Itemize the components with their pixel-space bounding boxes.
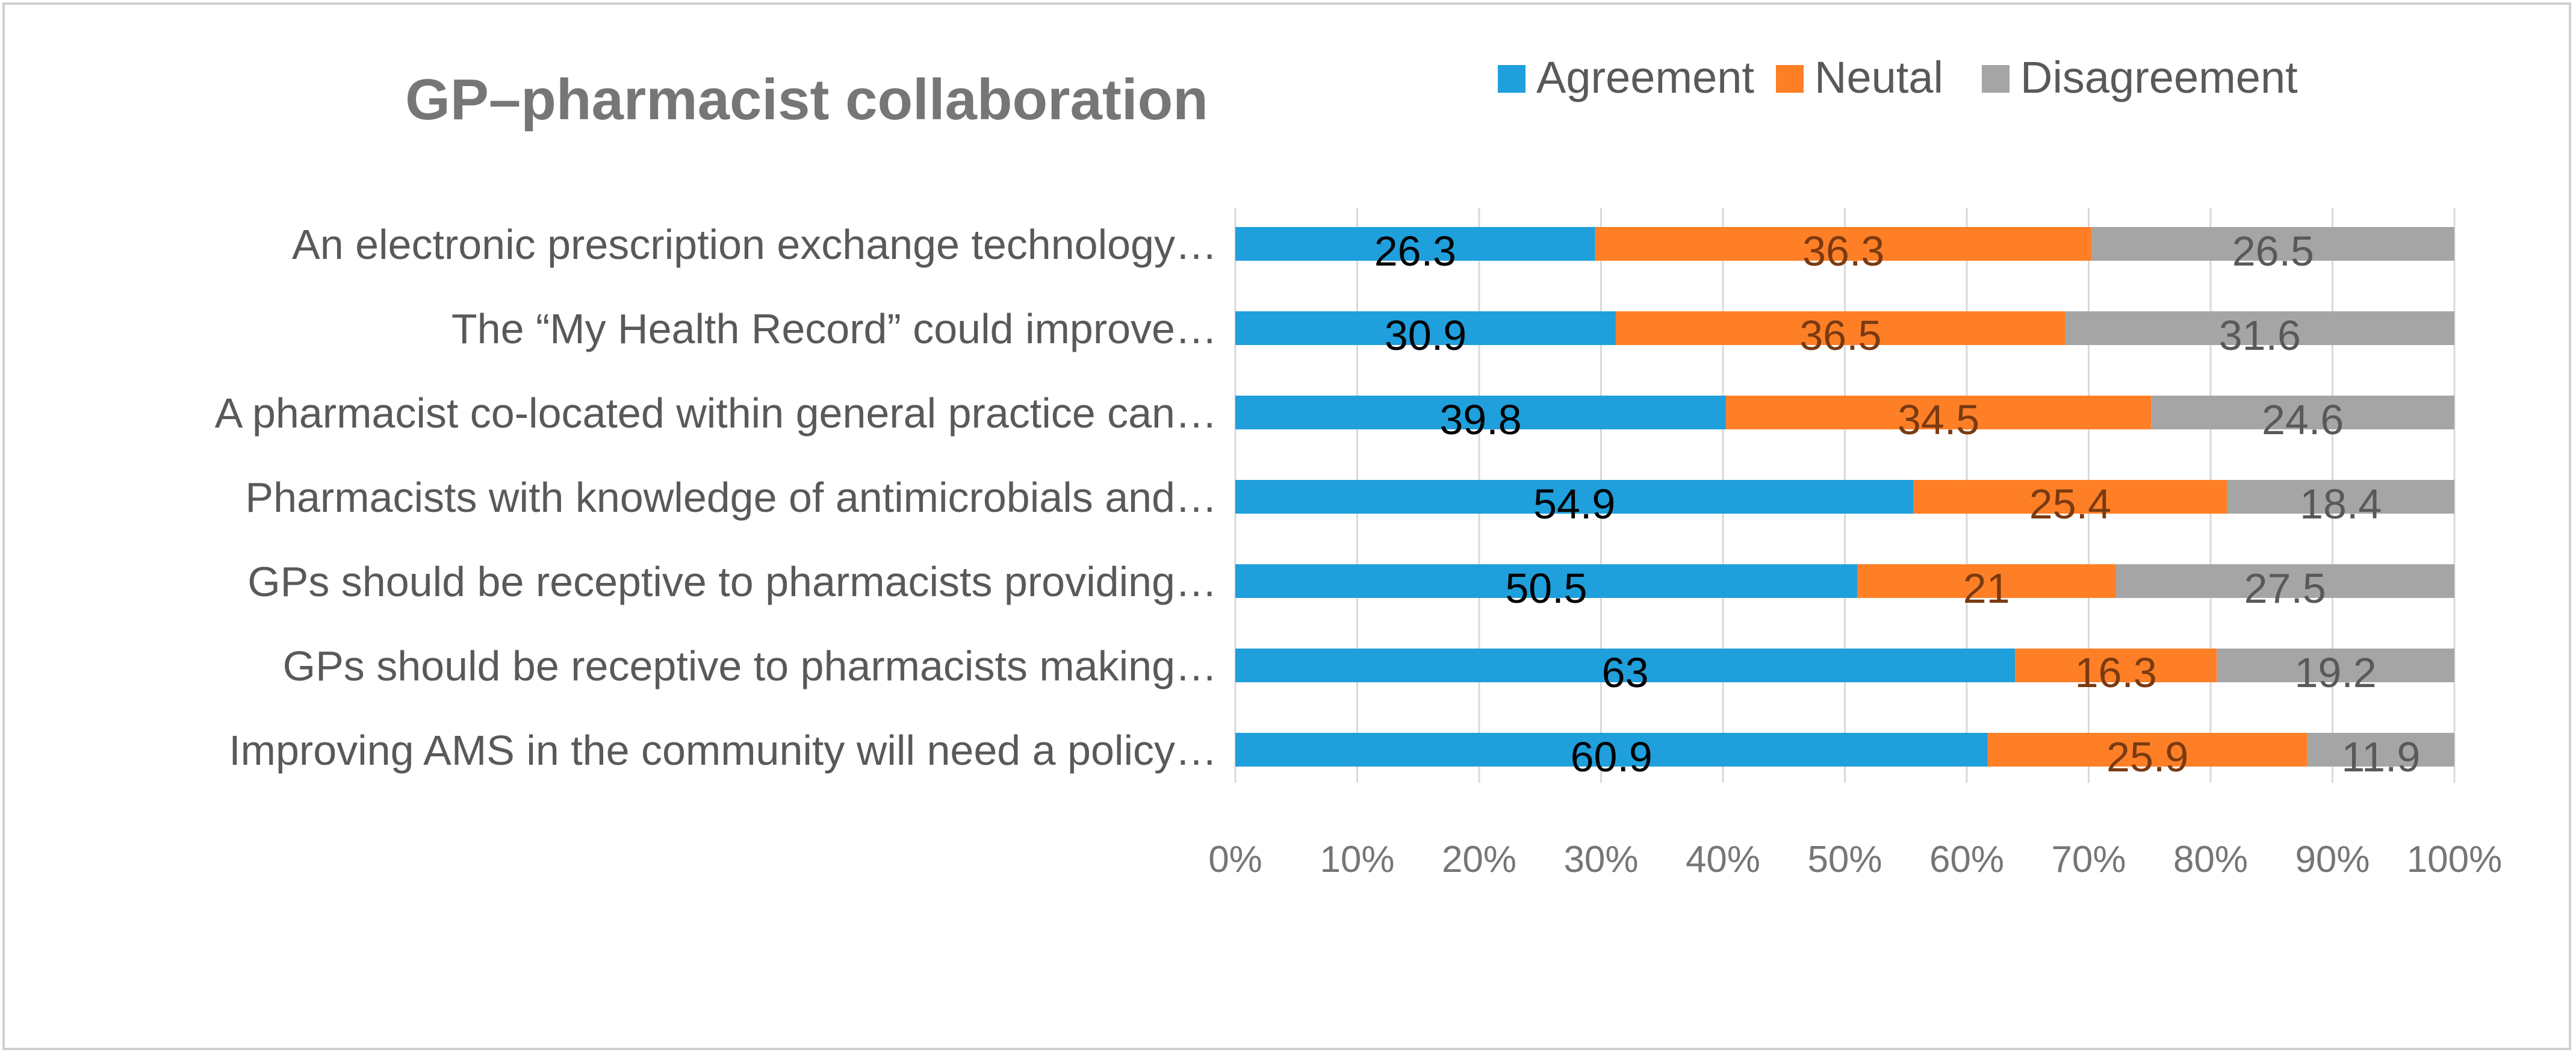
data-label-disagreement: 11.9 (2341, 733, 2420, 780)
bar-disagreement (2227, 480, 2454, 514)
x-tick-label: 60% (1929, 839, 2004, 880)
x-tick-label: 50% (1807, 839, 1882, 880)
bar-neutal (1595, 227, 2092, 261)
x-tick-label: 100% (2407, 839, 2503, 880)
data-labels: 26.3 36.3 26.5 30.9 36.5 31.6 39.8 34.5 24.6 54.9… (1374, 228, 2421, 780)
category-label: GPs should be receptive to pharmacists p… (247, 558, 1217, 605)
category-label: An electronic prescription exchange tech… (292, 221, 1217, 268)
data-label-neutal: 16.3 (2075, 649, 2157, 696)
bar-agreement (1235, 649, 2016, 682)
x-tick-label: 20% (1442, 839, 1516, 880)
x-tick-label: 10% (1320, 839, 1394, 880)
legend-swatch-neutal (1776, 65, 1804, 93)
bar-disagreement (2115, 564, 2454, 598)
bars (1235, 227, 2454, 767)
data-label-disagreement: 31.6 (2219, 312, 2301, 359)
bar-agreement (1235, 564, 1857, 598)
bar-disagreement (2091, 227, 2454, 261)
bar-disagreement (2065, 311, 2454, 345)
x-tick-label: 80% (2173, 839, 2248, 880)
bar-disagreement (2307, 733, 2454, 767)
data-label-neutal: 25.9 (2106, 733, 2188, 780)
bar-neutal (1857, 564, 2116, 598)
data-label-disagreement: 26.5 (2232, 228, 2314, 275)
bar-agreement (1235, 311, 1616, 345)
data-label-agreement: 39.8 (1439, 396, 1521, 443)
legend-swatch-disagreement (1982, 65, 2010, 93)
bar-neutal (1725, 396, 2152, 429)
data-label-neutal: 36.3 (1802, 228, 1884, 275)
legend: Agreement Neutal Disagreement (1498, 52, 2298, 102)
bar-agreement (1235, 733, 1988, 767)
x-tick-label: 70% (2051, 839, 2126, 880)
data-label-agreement: 50.5 (1505, 565, 1587, 612)
x-tick-label: 40% (1686, 839, 1760, 880)
bar-neutal (2015, 649, 2217, 682)
bar-agreement (1235, 227, 1595, 261)
x-axis-ticks: 0% 10% 20% 30% 40% 50% 60% 70% 80% 90% 100% (1208, 839, 2502, 880)
data-label-neutal: 36.5 (1799, 312, 1881, 359)
data-label-disagreement: 19.2 (2295, 649, 2377, 696)
bar-neutal (1987, 733, 2308, 767)
data-label-disagreement: 27.5 (2244, 565, 2326, 612)
bar-agreement (1235, 396, 1726, 429)
category-label: Improving AMS in the community will need… (229, 727, 1217, 774)
legend-label-neutal: Neutal (1814, 52, 1943, 102)
category-label: The “My Health Record” could improve… (452, 305, 1217, 352)
x-tick-label: 90% (2295, 839, 2370, 880)
data-label-disagreement: 18.4 (2300, 481, 2382, 528)
category-label: Pharmacists with knowledge of antimicrob… (245, 474, 1217, 521)
legend-swatch-agreement (1498, 65, 1525, 93)
data-label-agreement: 26.3 (1374, 228, 1456, 275)
data-label-neutal: 34.5 (1898, 396, 1979, 443)
data-label-agreement: 60.9 (1571, 733, 1653, 780)
data-label-neutal: 25.4 (2029, 481, 2111, 528)
data-label-neutal: 21 (1963, 565, 2010, 612)
data-label-agreement: 63 (1602, 649, 1649, 696)
chart-title: GP–pharmacist collaboration (405, 67, 1208, 132)
data-label-agreement: 54.9 (1533, 481, 1615, 528)
data-label-agreement: 30.9 (1385, 312, 1466, 359)
bar-neutal (1616, 311, 2065, 345)
category-label: GPs should be receptive to pharmacists m… (283, 643, 1217, 689)
category-labels: An electronic prescription exchange tech… (215, 221, 1217, 774)
x-tick-label: 0% (1208, 839, 1262, 880)
x-tick-label: 30% (1563, 839, 1638, 880)
data-label-disagreement: 24.6 (2262, 396, 2344, 443)
bar-agreement (1235, 480, 1914, 514)
category-label: A pharmacist co-located within general p… (215, 390, 1217, 437)
bar-neutal (1913, 480, 2227, 514)
bar-disagreement (2217, 649, 2454, 682)
legend-label-agreement: Agreement (1536, 52, 1754, 102)
legend-label-disagreement: Disagreement (2020, 52, 2298, 102)
bar-disagreement (2151, 396, 2454, 429)
